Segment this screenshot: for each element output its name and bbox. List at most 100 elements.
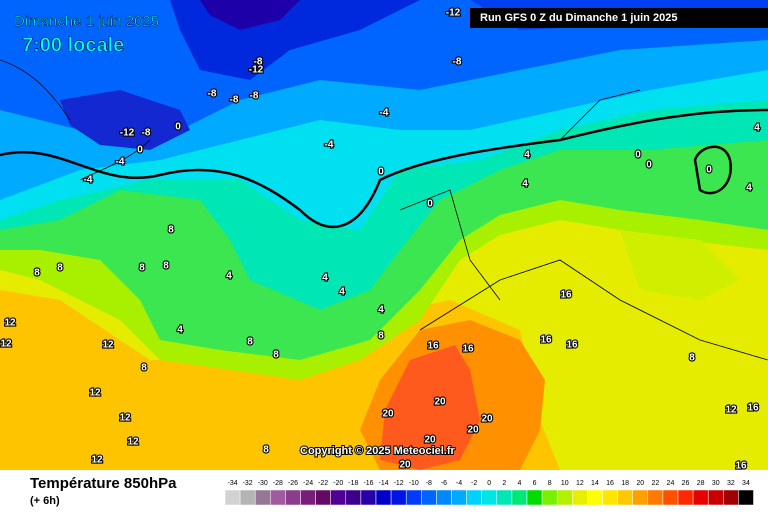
contour-label: 8 xyxy=(139,263,145,274)
run-info: Run GFS 0 Z du Dimanche 1 juin 2025 xyxy=(480,12,677,24)
scale-tick-label: 28 xyxy=(697,480,705,487)
contour-label: -8 xyxy=(230,95,239,106)
scale-tick-label: 12 xyxy=(576,480,584,487)
contour-label: 8 xyxy=(168,225,174,236)
contour-label: 4 xyxy=(754,123,760,134)
scale-swatch xyxy=(481,489,498,506)
scale-swatch xyxy=(526,489,543,506)
contour-label: 12 xyxy=(0,339,12,350)
scale-tick-label: 14 xyxy=(591,480,599,487)
scale-tick-label: -6 xyxy=(441,480,447,487)
scale-tick-label: -10 xyxy=(409,480,419,487)
scale-swatch xyxy=(541,489,558,506)
scale-tick-label: 0 xyxy=(487,480,491,487)
contour-label: 0 xyxy=(635,150,641,161)
contour-label: 20 xyxy=(424,435,436,446)
scale-tick-label: 10 xyxy=(561,480,569,487)
contour-label: 20 xyxy=(434,397,446,408)
contour-label: 4 xyxy=(177,325,183,336)
contour-label: 4 xyxy=(746,183,752,194)
scale-tick-label: 16 xyxy=(606,480,614,487)
scale-swatch xyxy=(466,489,482,506)
scale-tick-label: 32 xyxy=(727,480,735,487)
scale-swatch xyxy=(496,489,513,506)
contour-label: -4 xyxy=(380,108,389,119)
scale-tick-label: -16 xyxy=(363,480,373,487)
scale-tick-label: 24 xyxy=(667,480,675,487)
contour-label: 12 xyxy=(89,388,101,399)
contour-label: 12 xyxy=(119,413,131,424)
contour-label: -4 xyxy=(84,175,93,186)
contour-label: 16 xyxy=(427,341,439,352)
scale-swatch xyxy=(315,489,331,506)
contour-label: 20 xyxy=(399,460,411,471)
scale-tick-label: -26 xyxy=(288,480,298,487)
scale-tick-label: -28 xyxy=(273,480,283,487)
contour-label: 4 xyxy=(522,179,528,190)
scale-tick-label: 34 xyxy=(742,480,750,487)
contour-label: 16 xyxy=(735,461,747,472)
contour-label: 12 xyxy=(91,455,103,466)
scale-swatch xyxy=(345,489,362,506)
scale-swatch xyxy=(436,489,452,506)
contour-label: 8 xyxy=(57,263,63,274)
legend-subtitle: (+ 6h) xyxy=(30,495,60,507)
map-background xyxy=(0,0,768,470)
scale-swatch xyxy=(572,489,588,506)
scale-swatch xyxy=(285,489,301,506)
contour-label: 8 xyxy=(34,268,40,279)
contour-label: 4 xyxy=(378,305,384,316)
contour-label: 12 xyxy=(725,405,737,416)
contour-label: 0 xyxy=(706,165,712,176)
scale-tick-label: -22 xyxy=(318,480,328,487)
scale-swatch xyxy=(224,489,241,506)
scale-tick-label: 30 xyxy=(712,480,720,487)
scale-swatch xyxy=(662,489,679,506)
scale-tick-label: 8 xyxy=(548,480,552,487)
scale-swatch xyxy=(723,489,739,506)
scale-swatch xyxy=(707,489,724,506)
scale-tick-label: -24 xyxy=(303,480,313,487)
contour-label: -12 xyxy=(249,65,264,76)
scale-tick-label: 20 xyxy=(636,480,644,487)
scale-tick-label: 4 xyxy=(517,480,521,487)
scale-tick-label: -34 xyxy=(227,480,237,487)
contour-label: -8 xyxy=(250,91,259,102)
contour-label: -8 xyxy=(453,57,462,68)
scale-tick-label: 6 xyxy=(533,480,537,487)
scale-swatch xyxy=(421,489,437,506)
copyright: Copyright © 2025 Meteociel.fr xyxy=(300,445,456,457)
scale-tick-label: -12 xyxy=(394,480,404,487)
scale-swatch xyxy=(692,489,709,506)
scale-swatch xyxy=(677,489,694,506)
scale-swatch xyxy=(330,489,347,506)
run-box xyxy=(470,8,768,28)
contour-label: 16 xyxy=(540,335,552,346)
contour-label: 16 xyxy=(560,290,572,301)
contour-label: 8 xyxy=(163,261,169,272)
scale-tick-label: 18 xyxy=(621,480,629,487)
contour-label: 0 xyxy=(378,167,384,178)
contour-label: 4 xyxy=(524,150,530,161)
scale-swatch xyxy=(239,489,256,506)
scale-swatch xyxy=(390,489,407,506)
contour-label: 12 xyxy=(4,318,16,329)
contour-label: 0 xyxy=(137,145,143,156)
contour-label: 20 xyxy=(481,414,493,425)
scale-tick-label: 22 xyxy=(651,480,659,487)
contour-label: 8 xyxy=(141,363,147,374)
contour-label: 8 xyxy=(273,350,279,361)
scale-swatch xyxy=(270,489,286,506)
legend-title: Température 850hPa xyxy=(30,475,177,492)
scale-tick-label: -2 xyxy=(471,480,477,487)
scale-swatch xyxy=(647,489,664,506)
scale-swatch xyxy=(254,489,271,506)
scale-tick-label: 2 xyxy=(502,480,506,487)
scale-tick-label: -20 xyxy=(333,480,343,487)
scale-tick-label: -8 xyxy=(426,480,432,487)
contour-label: -8 xyxy=(208,89,217,100)
scale-swatch xyxy=(738,489,754,506)
contour-label: 4 xyxy=(322,273,328,284)
